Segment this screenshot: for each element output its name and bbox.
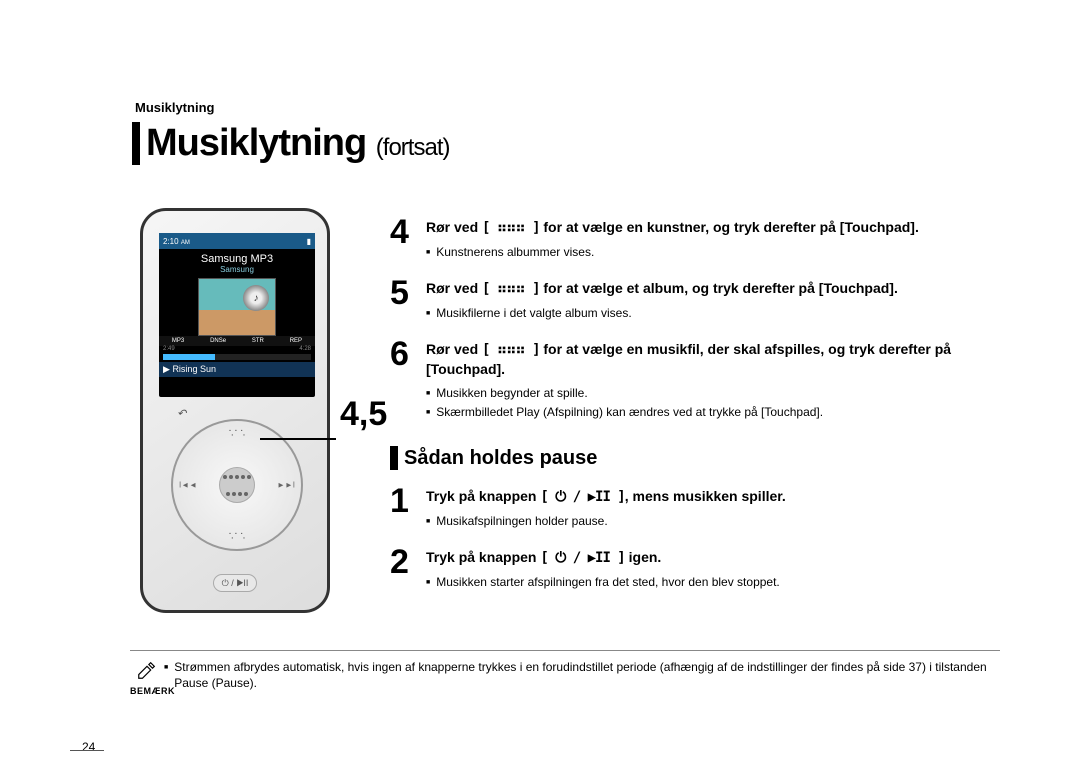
touchpad-center (219, 467, 255, 503)
step-number: 4 (390, 215, 426, 268)
clock-time: 2:10 (163, 237, 179, 246)
page-number-rule (70, 750, 104, 751)
device-screen: 2:10 AM ▮ Samsung MP3 Samsung ♪ MP3 DNSe… (159, 233, 315, 397)
tag-2: STR (252, 338, 264, 344)
pause-step-2: 2 Tryk på knappen [ ⏻ / ▶II ] igen. Musi… (390, 545, 1000, 598)
step-number: 6 (390, 337, 426, 428)
album-art: ♪ (198, 278, 276, 336)
title-main-text: Musiklytning (146, 122, 366, 164)
nav-prev-icon: I◄◄ (179, 481, 197, 490)
bullet: Musikafspilningen holder pause. (426, 513, 1000, 529)
bullet: Musikken starter afspilningen fra det st… (426, 574, 1000, 590)
note-icon-col: BEMÆRK (130, 659, 164, 696)
note-label: BEMÆRK (130, 686, 164, 696)
touchpad-glyph: [ ⠶⠶⠶ ] (482, 281, 539, 297)
clock-ampm: AM (181, 240, 190, 246)
back-icon: ↶ (177, 407, 186, 420)
note-bullet: Strømmen afbrydes automatisk, hvis ingen… (164, 659, 1000, 691)
nav-next-icon: ►►I (277, 481, 295, 490)
step-title: Rør ved [ ⠶⠶⠶ ] for at vælge en kunstner… (426, 218, 1000, 238)
bullet: Musikken begynder at spille. (426, 385, 1000, 401)
step-number: 1 (390, 484, 426, 537)
step-5: 5 Rør ved [ ⠶⠶⠶ ] for at vælge et album,… (390, 276, 1000, 329)
status-bar: 2:10 AM ▮ (159, 233, 315, 249)
tag-0: MP3 (172, 338, 184, 344)
tag-3: REP (290, 338, 302, 344)
step-title: Tryk på knappen [ ⏻ / ▶II ] igen. (426, 548, 1000, 568)
note-row: BEMÆRK Strømmen afbrydes automatisk, hvi… (130, 650, 1000, 696)
section-label: Musiklytning (135, 100, 214, 115)
leader-line (260, 438, 336, 440)
nav-down-icon: ⠡⠁⠡ (228, 532, 246, 541)
subheading-row: Sådan holdes pause (390, 446, 1000, 470)
disc-icon: ♪ (243, 285, 269, 311)
page-title: Musiklytning (fortsat) (132, 122, 449, 165)
elapsed: 2:49 (163, 346, 175, 352)
battery-icon: ▮ (307, 237, 311, 246)
bullet: Musikfilerne i det valgte album vises. (426, 305, 1000, 321)
device-illustration: 2:10 AM ▮ Samsung MP3 Samsung ♪ MP3 DNSe… (140, 208, 330, 613)
song-artist: Samsung (159, 265, 315, 274)
power-play-button: ⏻ / ▶II (213, 574, 257, 592)
power-glyph: [ ⏻ / ▶II ] (540, 550, 624, 566)
song-title: Samsung MP3 (159, 249, 315, 265)
pencil-note-icon (136, 659, 158, 681)
total: 4:28 (299, 346, 311, 352)
step-4: 4 Rør ved [ ⠶⠶⠶ ] for at vælge en kunstn… (390, 215, 1000, 268)
power-glyph: [ ⏻ / ▶II ] (540, 489, 624, 505)
step-title: Rør ved [ ⠶⠶⠶ ] for at vælge en musikfil… (426, 340, 1000, 379)
play-icon: ▶ (163, 364, 170, 374)
title-cont-text: (fortsat) (376, 134, 450, 161)
page-number: 24 (82, 740, 95, 754)
subhead-bar (390, 446, 398, 470)
now-playing-bar: ▶ Rising Sun (159, 362, 315, 377)
bullet: Skærmbilledet Play (Afspilning) kan ændr… (426, 404, 1000, 420)
callout-45: 4,5 (340, 395, 387, 434)
tag-1: DNSe (210, 338, 226, 344)
step-title: Tryk på knappen [ ⏻ / ▶II ], mens musikk… (426, 487, 1000, 507)
bullet: Kunstnerens albummer vises. (426, 244, 1000, 260)
step-title: Rør ved [ ⠶⠶⠶ ] for at vælge et album, o… (426, 279, 1000, 299)
pause-step-1: 1 Tryk på knappen [ ⏻ / ▶II ], mens musi… (390, 484, 1000, 537)
step-number: 5 (390, 276, 426, 329)
subheading: Sådan holdes pause (404, 447, 597, 470)
step-6: 6 Rør ved [ ⠶⠶⠶ ] for at vælge en musikf… (390, 337, 1000, 428)
device-body: 2:10 AM ▮ Samsung MP3 Samsung ♪ MP3 DNSe… (140, 208, 330, 613)
instruction-column: 4 Rør ved [ ⠶⠶⠶ ] for at vælge en kunstn… (390, 215, 1000, 606)
step-number: 2 (390, 545, 426, 598)
time-row: 2:49 4:28 (159, 346, 315, 352)
touchpad-glyph: [ ⠶⠶⠶ ] (482, 220, 539, 236)
touchpad-glyph: [ ⠶⠶⠶ ] (482, 342, 539, 358)
now-playing-title: Rising Sun (172, 364, 216, 374)
codec-info-row: MP3 DNSe STR REP (159, 336, 315, 346)
progress-bar (163, 354, 311, 360)
nav-up-icon: ⠡⠁⠡ (228, 429, 246, 438)
manual-page: Musiklytning Musiklytning (fortsat) 2:10… (60, 40, 1020, 720)
